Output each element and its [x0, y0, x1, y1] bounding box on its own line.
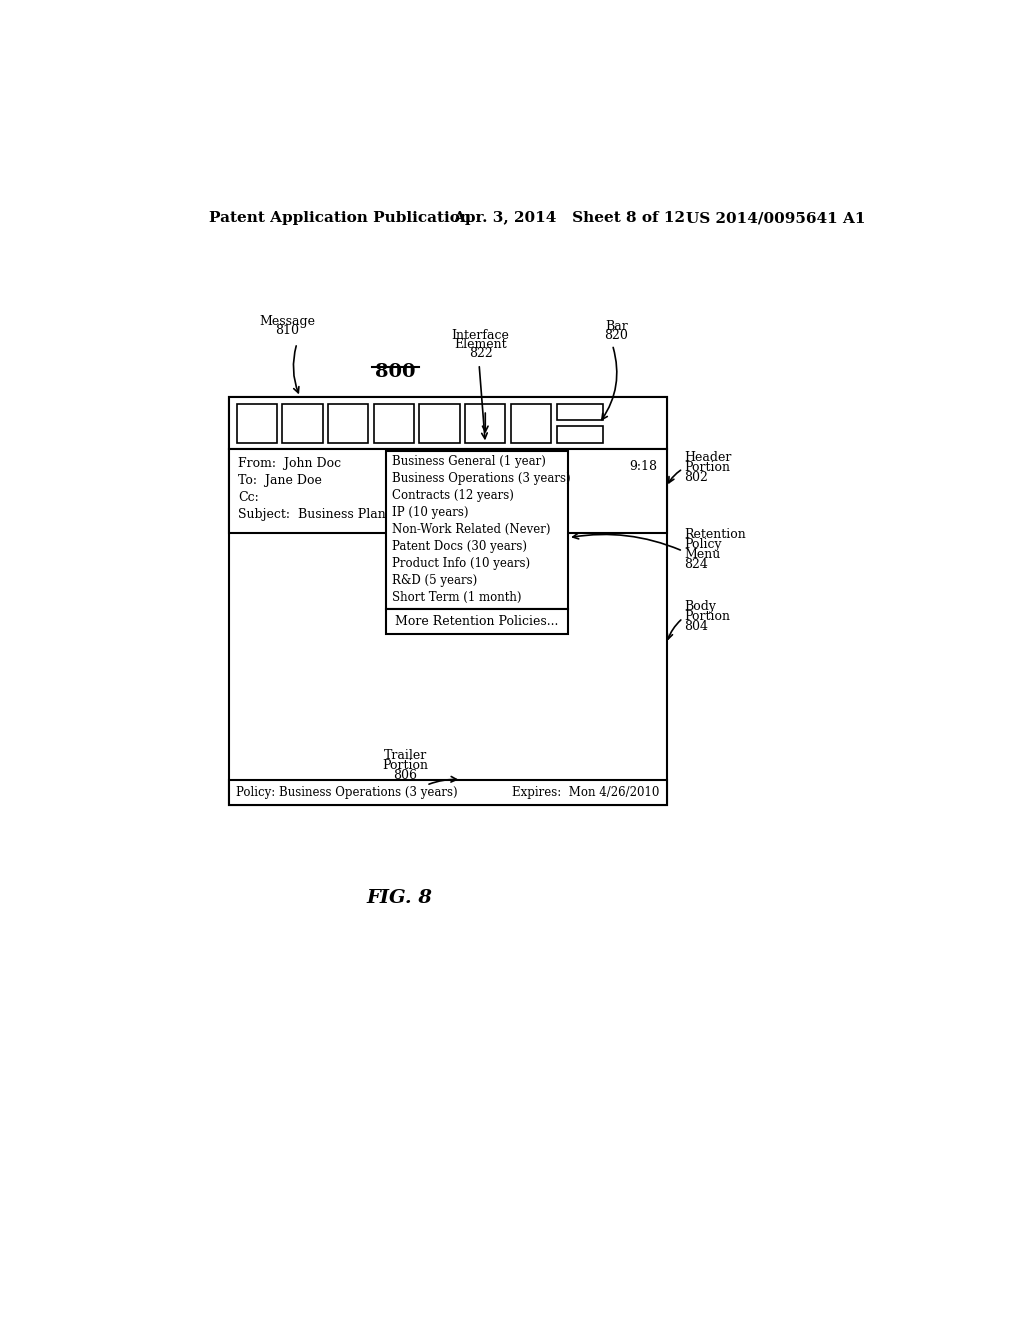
Text: Retention: Retention [684, 528, 746, 541]
Bar [420, 404, 460, 442]
Text: US 2014/0095641 A1: US 2014/0095641 A1 [686, 211, 865, 226]
Bar [465, 404, 506, 442]
Text: 804: 804 [684, 620, 709, 634]
Bar [228, 397, 667, 805]
Bar [228, 780, 667, 805]
Text: Portion: Portion [382, 759, 428, 772]
Text: Subject:  Business Plans: Subject: Business Plans [238, 508, 392, 520]
Bar [386, 451, 568, 609]
Bar [557, 404, 603, 420]
Bar [328, 404, 369, 442]
Text: 806: 806 [393, 768, 418, 781]
Text: Header: Header [684, 450, 732, 463]
Text: Non-Work Related (Never): Non-Work Related (Never) [391, 523, 550, 536]
Text: Short Term (1 month): Short Term (1 month) [391, 591, 521, 603]
Text: Menu: Menu [684, 548, 721, 561]
Text: Business General (1 year): Business General (1 year) [391, 455, 546, 469]
Text: Contracts (12 years): Contracts (12 years) [391, 490, 513, 502]
Text: 824: 824 [684, 557, 709, 570]
Bar [237, 404, 276, 442]
Text: 800: 800 [375, 363, 416, 381]
Text: Policy: Policy [684, 537, 722, 550]
Text: Business Operations (3 years): Business Operations (3 years) [391, 473, 570, 486]
Bar [374, 404, 414, 442]
Text: Policy: Business Operations (3 years): Policy: Business Operations (3 years) [237, 785, 458, 799]
Text: Bar: Bar [605, 319, 628, 333]
Text: IP (10 years): IP (10 years) [391, 506, 468, 519]
Text: Body: Body [684, 601, 717, 612]
Text: Interface: Interface [452, 329, 510, 342]
Text: Product Info (10 years): Product Info (10 years) [391, 557, 529, 570]
Text: Trailer: Trailer [384, 748, 427, 762]
Text: R&D (5 years): R&D (5 years) [391, 574, 477, 587]
Text: More Retention Policies...: More Retention Policies... [395, 615, 559, 628]
Text: Element: Element [455, 338, 507, 351]
Text: Patent Application Publication: Patent Application Publication [209, 211, 471, 226]
Text: Apr. 3, 2014   Sheet 8 of 12: Apr. 3, 2014 Sheet 8 of 12 [454, 211, 685, 226]
Text: FIG. 8: FIG. 8 [367, 888, 432, 907]
Text: 9:18: 9:18 [630, 459, 657, 473]
Text: Patent Docs (30 years): Patent Docs (30 years) [391, 540, 526, 553]
Text: From:  John Doc: From: John Doc [238, 457, 341, 470]
Text: 802: 802 [684, 471, 709, 483]
Text: Portion: Portion [684, 610, 730, 623]
Text: 810: 810 [274, 325, 299, 338]
Text: Cc:: Cc: [238, 491, 259, 504]
Text: Expires:  Mon 4/26/2010: Expires: Mon 4/26/2010 [512, 785, 658, 799]
Bar [228, 397, 667, 449]
Text: 822: 822 [469, 347, 493, 360]
Bar [557, 426, 603, 442]
Text: 820: 820 [604, 329, 628, 342]
Text: Message: Message [259, 315, 314, 329]
Text: Portion: Portion [684, 461, 730, 474]
Bar [386, 609, 568, 635]
Bar [283, 404, 323, 442]
Text: To:  Jane Doe: To: Jane Doe [238, 474, 322, 487]
Bar [228, 450, 667, 533]
Bar [511, 404, 551, 442]
